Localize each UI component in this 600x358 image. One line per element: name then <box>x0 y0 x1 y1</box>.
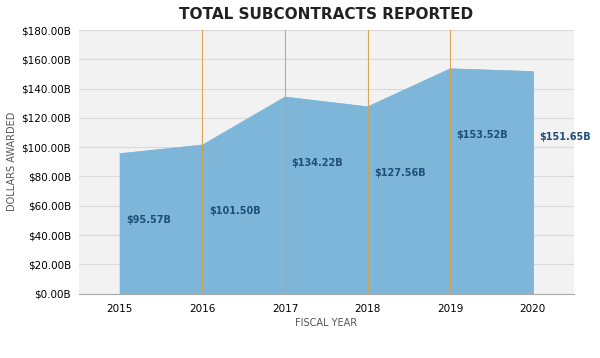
Text: $127.56B: $127.56B <box>374 168 426 178</box>
Text: $151.65B: $151.65B <box>539 132 591 142</box>
Title: TOTAL SUBCONTRACTS REPORTED: TOTAL SUBCONTRACTS REPORTED <box>179 7 473 22</box>
Legend: Total Subcontracts Reported: Total Subcontracts Reported <box>238 354 415 358</box>
Text: $95.57B: $95.57B <box>127 214 172 224</box>
X-axis label: FISCAL YEAR: FISCAL YEAR <box>295 318 358 328</box>
Text: $153.52B: $153.52B <box>457 130 508 140</box>
Y-axis label: DOLLARS AWARDED: DOLLARS AWARDED <box>7 112 17 212</box>
Text: $134.22B: $134.22B <box>292 158 343 168</box>
Text: $101.50B: $101.50B <box>209 206 260 216</box>
